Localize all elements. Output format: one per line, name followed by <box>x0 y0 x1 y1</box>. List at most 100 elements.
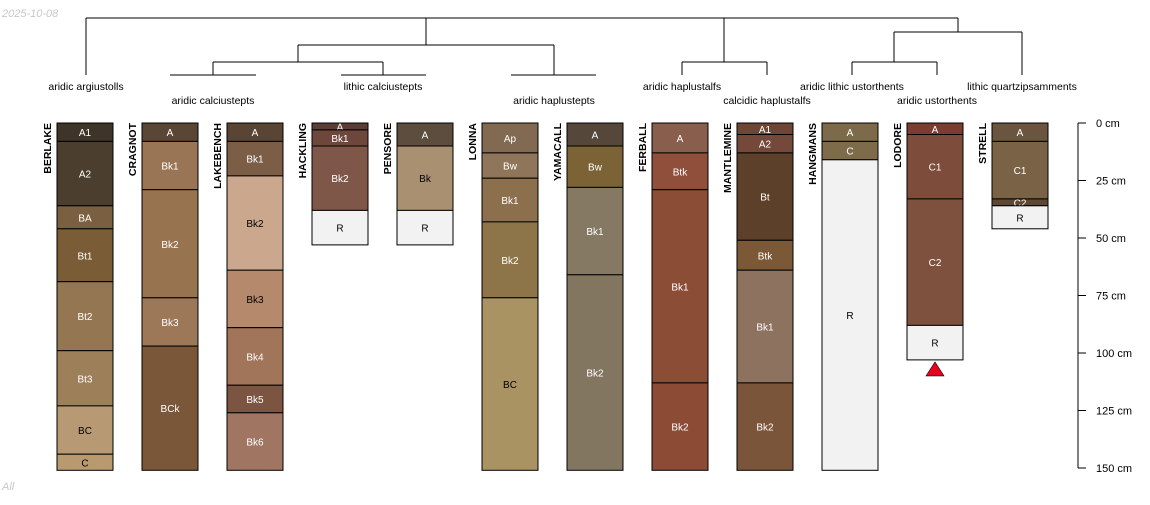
horizon-label: Bw <box>588 163 603 174</box>
horizon <box>481 221 539 299</box>
horizon <box>311 209 369 246</box>
axis-tick-label: 25 cm <box>1096 176 1126 188</box>
horizon-label: Bk2 <box>756 423 774 434</box>
taxon-label: lithic quartzipsamments <box>967 81 1077 93</box>
taxon-label: lithic calciustepts <box>344 81 423 93</box>
horizon <box>736 152 794 241</box>
dendrogram <box>85 17 1023 76</box>
horizon-label: Bk2 <box>671 423 689 434</box>
horizon-label: A <box>167 128 174 139</box>
axis-tick-label: 50 cm <box>1096 233 1126 245</box>
profile-mantlemine: A1 A2 Bt Btk Bk1 Bk2 MANTLEMINE <box>722 122 794 471</box>
horizon-label: Bt3 <box>77 374 92 385</box>
horizon-label: Bw <box>503 162 518 173</box>
horizon-label: R <box>1016 213 1023 224</box>
horizon <box>566 145 624 188</box>
horizon-label: A <box>337 122 344 133</box>
horizon <box>396 145 454 211</box>
horizon-label: Bk1 <box>246 155 264 166</box>
profile-id: BERLAKE <box>42 123 54 174</box>
horizon-label: Bk1 <box>331 134 349 145</box>
profile-id: YAMACALL <box>552 122 564 181</box>
horizon-label: Bk1 <box>161 162 179 173</box>
taxon-label: aridic calciustepts <box>172 95 255 107</box>
horizon-label: Bk5 <box>246 395 264 406</box>
horizon <box>396 209 454 246</box>
taxon-labels: aridic argiustolls aridic calciustepts lit… <box>48 81 1077 107</box>
horizon-label: Bk3 <box>161 318 179 329</box>
profile-hangmans: AC R HANGMANS <box>807 122 879 471</box>
horizon-label: A <box>252 128 259 139</box>
horizon <box>226 140 284 177</box>
horizon <box>906 198 964 326</box>
horizon <box>226 412 284 471</box>
horizon-label: Btk <box>673 167 688 178</box>
axis-tick-label: 150 cm <box>1096 463 1132 475</box>
profile-id: STRELL <box>977 122 989 163</box>
horizon-label: R <box>931 339 938 350</box>
horizon-label: Ap <box>504 134 517 145</box>
horizon <box>226 384 284 414</box>
horizon-label: Bk3 <box>246 295 264 306</box>
horizon-label: C1 <box>929 163 942 174</box>
horizon <box>736 269 794 384</box>
depth-axis: 0 cm 25 cm 50 cm 75 cm 100 cm 125 cm 150 cm <box>1077 118 1132 475</box>
horizon-label: C <box>81 458 88 469</box>
horizon <box>226 175 284 271</box>
horizon-label: Bk1 <box>586 227 604 238</box>
horizon-label: Bk2 <box>161 240 179 251</box>
horizon <box>56 281 114 352</box>
horizon-label: Bk2 <box>246 219 264 230</box>
horizon-label: Bk2 <box>501 256 519 267</box>
profile-lakebench: A Bk1 Bk2 Bk3 Bk4 Bk5 Bk6 LAKEBENCH <box>212 122 284 471</box>
horizon <box>906 324 964 361</box>
horizon-label: C1 <box>1014 166 1027 177</box>
horizon <box>991 140 1049 200</box>
profile-id: LODORE <box>892 123 904 168</box>
horizon-label: BA <box>78 213 92 224</box>
profile-berlake: A1 A2 BA Bt1 Bt2 Bt3 BC C BERLAKE <box>42 122 114 471</box>
profile-id: MANTLEMINE <box>722 123 734 193</box>
horizon <box>311 145 369 211</box>
horizon <box>226 269 284 329</box>
taxon-label: aridic haplustalfs <box>643 81 721 93</box>
horizon-label: R <box>846 311 853 322</box>
taxon-label: aridic argiustolls <box>48 81 123 93</box>
horizon <box>226 327 284 386</box>
horizon-label: BC <box>78 426 92 437</box>
horizon-label: A2 <box>79 170 92 181</box>
horizon-label: R <box>421 224 428 235</box>
horizon <box>56 350 114 407</box>
profile-id: LAKEBENCH <box>212 123 224 189</box>
profile-id: HACKLING <box>297 123 309 178</box>
horizon <box>481 297 539 471</box>
horizon <box>56 228 114 283</box>
truncation-marker <box>925 361 945 377</box>
horizon <box>56 453 114 471</box>
horizon-label: A1 <box>79 128 92 139</box>
taxon-label: aridic haplustepts <box>513 95 595 107</box>
horizon <box>821 159 879 471</box>
horizon <box>906 134 964 200</box>
profile-lonna: Ap Bw Bk1 Bk2 BC LONNA <box>467 122 539 471</box>
horizon-label: A <box>847 128 854 139</box>
horizon <box>141 345 199 471</box>
horizon-label: Bk <box>419 174 432 185</box>
horizon-label: A <box>422 131 429 142</box>
horizon-label: A <box>592 131 599 142</box>
horizon-label: Bk2 <box>331 174 349 185</box>
profile-id: HANGMANS <box>807 123 819 185</box>
horizon-label: BCk <box>161 404 181 415</box>
profile-strell: A C1 C2 R STRELL <box>977 122 1049 230</box>
horizon <box>481 152 539 179</box>
taxon-label: calcidic haplustalfs <box>723 95 811 107</box>
horizon <box>141 140 199 191</box>
horizon-label: Bk2 <box>586 369 604 380</box>
horizon-label: Bk1 <box>501 196 519 207</box>
horizon-label: Bk6 <box>246 438 264 449</box>
horizon-label: Bk1 <box>671 282 689 293</box>
horizon <box>651 189 709 384</box>
